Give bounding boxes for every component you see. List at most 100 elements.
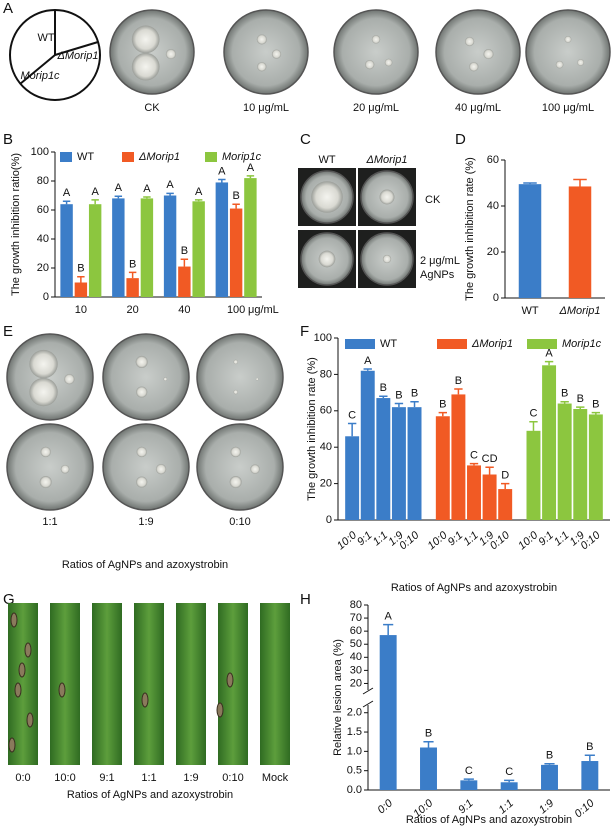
strain-label: WT: [37, 32, 54, 44]
bar: [498, 489, 513, 520]
y-tick-label: 0: [43, 291, 49, 303]
y-tick-label: 20: [37, 262, 49, 274]
strain-label: ΔMorip1: [56, 50, 98, 62]
x-tick-label: WT: [521, 305, 538, 317]
error-bar: [180, 258, 189, 267]
error-bar: [584, 754, 595, 762]
y-tick-label: 0: [326, 514, 332, 526]
bar: [482, 474, 497, 520]
ratio-label: Mock: [262, 772, 289, 784]
y-tick-label: 80: [350, 599, 362, 611]
y-tick-label: 50: [350, 638, 362, 650]
petri-dish: [102, 333, 190, 421]
legend-label: ΔMorip1: [471, 338, 513, 350]
petri-dish: [435, 9, 521, 95]
petri-dish: [196, 333, 284, 421]
error-bar: [347, 422, 357, 437]
significance-letter: CD: [482, 453, 498, 465]
error-bar: [560, 400, 569, 404]
colony: [230, 446, 241, 458]
error-bar: [232, 203, 240, 209]
colony: [131, 52, 160, 81]
y-tick-label: 70: [350, 612, 362, 624]
petri-dish: [6, 333, 94, 421]
ratio-label: 1:1: [141, 772, 156, 784]
error-bar: [363, 368, 372, 371]
x-tick-label: 100: [227, 304, 245, 316]
bar: [345, 436, 360, 520]
y-tick-label: 60: [37, 204, 49, 216]
bar: [140, 198, 154, 297]
panel-label: E: [3, 323, 13, 340]
treatment-label: 20 μg/mL: [353, 102, 399, 114]
ratio-label: 1:9: [138, 516, 153, 528]
leaf: [218, 603, 248, 765]
ratio-label: 9:1: [99, 772, 114, 784]
ratio-label: 1:1: [42, 516, 57, 528]
significance-letter: C: [530, 408, 538, 420]
significance-letter: B: [592, 399, 599, 411]
leaf: [134, 603, 164, 765]
colony: [136, 386, 148, 398]
bar: [568, 186, 592, 298]
error-bar: [128, 271, 137, 279]
y-axis-title: Relative lesion area (%): [332, 639, 344, 756]
colony: [131, 25, 160, 54]
error-bar: [143, 196, 151, 199]
column-label: ΔMorip1: [365, 154, 407, 166]
y-tick-label: 1.5: [347, 726, 362, 738]
treatment-label: CK: [144, 102, 160, 114]
lesion: [226, 672, 234, 688]
petri-dish: [6, 423, 94, 511]
significance-letter: B: [439, 399, 446, 411]
bar: [542, 365, 557, 520]
significance-letter: A: [91, 186, 99, 198]
axis-break: [362, 687, 374, 708]
colony: [40, 446, 51, 458]
error-bar: [194, 199, 203, 202]
legend-swatch: [60, 152, 72, 162]
bar: [526, 430, 541, 520]
bar: [229, 208, 243, 297]
bar: [460, 780, 478, 790]
y-tick-label: 20: [320, 478, 332, 490]
lesion: [26, 712, 34, 728]
colony: [483, 49, 494, 60]
error-bar: [501, 482, 510, 490]
error-bar: [166, 192, 174, 196]
colony: [382, 254, 392, 264]
leaf: [260, 603, 290, 765]
strain-label: Morip1c: [20, 70, 60, 82]
y-axis-title: The growth inhibition rate (%): [306, 357, 318, 501]
y-tick-label: 0.5: [347, 765, 362, 777]
colony: [379, 189, 395, 205]
significance-letter: B: [546, 750, 553, 762]
lesion: [14, 682, 22, 698]
lesion: [216, 702, 224, 718]
x-tick-label: 0:10: [579, 529, 604, 553]
caption: Ratios of AgNPs and azoxystrobin: [67, 789, 233, 801]
bar: [163, 195, 177, 297]
petri-dish: [223, 9, 309, 95]
significance-letter: C: [465, 765, 473, 777]
row-label-box: 2 μg/mL AgNPs: [420, 255, 460, 281]
significance-letter: A: [384, 611, 392, 623]
bar: [557, 403, 572, 520]
lesion: [18, 662, 26, 678]
x-tick-label: 20: [127, 304, 139, 316]
y-tick-label: 40: [487, 200, 499, 212]
bar: [541, 764, 558, 790]
y-tick-label: 20: [350, 677, 362, 689]
significance-letter: B: [425, 728, 432, 740]
petri-dish: [525, 9, 611, 95]
y-axis-title: The growth inhibition rate (%): [464, 157, 476, 301]
bar: [376, 398, 391, 520]
legend-label: WT: [380, 338, 397, 350]
y-tick-label: 30: [350, 664, 362, 676]
significance-letter: C: [505, 766, 513, 778]
row-label: 2 μg/mL AgNPs: [420, 255, 460, 281]
legend-label: Morip1c: [222, 151, 262, 163]
error-bar: [383, 623, 394, 636]
divider: [19, 10, 99, 85]
